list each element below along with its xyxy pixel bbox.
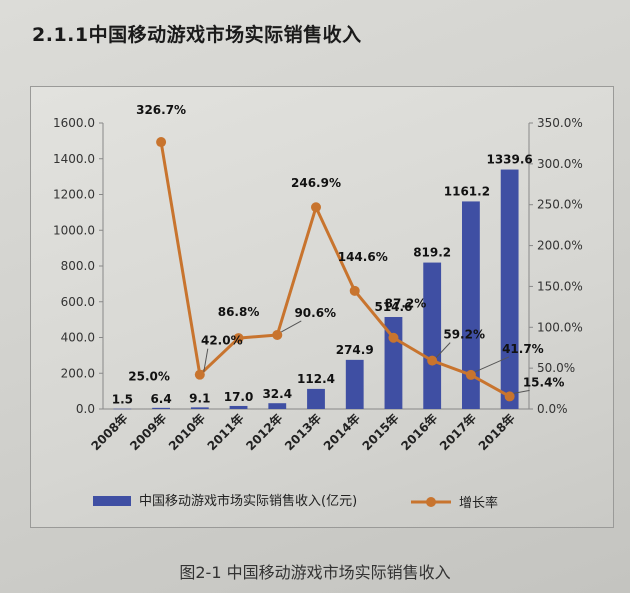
growth-rate-marker (388, 332, 399, 343)
bar-value-label: 112.4 (297, 372, 335, 386)
x-category-label: 2017年 (436, 411, 479, 454)
y-left-tick-label: 200.0 (61, 366, 95, 380)
y-left-tick-label: 600.0 (61, 295, 95, 309)
bar (229, 405, 248, 409)
x-category-label: 2014年 (320, 411, 363, 454)
bar-series (113, 169, 519, 410)
chart: 0.0 200.0 400.0 600.0 800.0 1000.0 1200.0 1400.… (53, 103, 583, 511)
bar (268, 403, 287, 409)
chart-frame: 0.0 200.0 400.0 600.0 800.0 1000.0 1200.0 1400.… (30, 86, 614, 528)
x-category-label: 2008年 (88, 411, 131, 454)
bar-value-label: 17.0 (224, 390, 254, 404)
leader-line (281, 320, 302, 333)
figure-caption: 图2-1 中国移动游戏市场实际销售收入 (179, 563, 451, 582)
growth-rate-marker (194, 369, 205, 380)
line-series (156, 137, 515, 402)
leader-line (513, 389, 530, 394)
bar (462, 201, 480, 409)
legend-bar-label: 中国移动游戏市场实际销售收入(亿元) (139, 493, 357, 509)
rate-value-label: 59.2% (443, 328, 485, 342)
y-right-tick-label: 50.0% (537, 361, 575, 375)
y-right-tick-label: 300.0% (537, 157, 583, 171)
growth-rate-line (159, 141, 511, 398)
growth-rate-marker (272, 329, 283, 340)
bar-value-label: 1161.2 (444, 184, 490, 198)
growth-rate-marker (465, 369, 476, 380)
leader-line (474, 356, 510, 373)
y-left-tick-label: 0.0 (76, 402, 95, 416)
x-category-label: 2011年 (204, 411, 247, 454)
rate-value-label: 25.0% (128, 370, 170, 384)
legend: 中国移动游戏市场实际销售收入(亿元) 增长率 (93, 493, 498, 511)
y-left-tick-label: 1600.0 (53, 116, 95, 130)
bar (423, 262, 442, 409)
bar (190, 407, 209, 409)
bar (152, 407, 170, 409)
growth-rate-marker (349, 285, 360, 296)
bar-value-label: 274.9 (336, 343, 374, 357)
y-left-tick-label: 400.0 (61, 331, 95, 345)
y-left-tick-label: 1000.0 (53, 223, 95, 237)
leader-line (203, 348, 209, 372)
y-right-tick-label: 250.0% (537, 198, 583, 212)
x-category-label: 2012年 (243, 411, 286, 454)
bar (307, 388, 325, 409)
growth-rate-marker (311, 202, 321, 213)
x-category-label: 2015年 (359, 411, 402, 454)
growth-rate-marker (427, 355, 438, 366)
y-right-tick-label: 100.0% (537, 320, 583, 334)
x-category-label: 2016年 (398, 411, 441, 454)
y-right-tick-label: 150.0% (537, 279, 583, 293)
rate-value-label: 41.7% (502, 342, 544, 356)
legend-line-marker (426, 497, 436, 507)
bar-value-label: 9.1 (189, 391, 210, 405)
rate-value-label: 246.9% (291, 176, 341, 190)
bar (113, 408, 132, 410)
rate-value-label: 144.6% (338, 250, 388, 264)
bar (345, 359, 364, 409)
y-right-tick-label: 0.0% (537, 402, 568, 416)
bar-value-label: 32.4 (262, 387, 292, 401)
bar-value-label: 819.2 (413, 246, 451, 260)
y-left-tick-label: 1200.0 (53, 188, 95, 202)
bar-value-label: 1339.6 (486, 153, 532, 167)
bar (500, 169, 519, 409)
rate-value-label: 42.0% (201, 334, 243, 348)
rate-value-label: 86.8% (218, 305, 260, 319)
x-category-label: 2013年 (281, 411, 324, 454)
rate-value-label: 15.4% (523, 375, 565, 389)
bar-value-label: 6.4 (150, 392, 171, 406)
x-category-label: 2010年 (165, 411, 208, 454)
y-left-tick-label: 1400.0 (53, 152, 95, 166)
y-left-tick-label: 800.0 (61, 259, 95, 273)
x-category-label: 2018年 (475, 411, 518, 454)
bar-value-label: 514.6 (374, 300, 412, 314)
growth-rate-marker (233, 333, 244, 344)
rate-value-label: 326.7% (136, 103, 186, 117)
bar-value-label: 1.5 (112, 393, 133, 407)
legend-bar-swatch (93, 496, 131, 506)
y-right-tick-label: 200.0% (537, 239, 583, 253)
leader-line (435, 342, 451, 358)
y-right-tick-label: 350.0% (537, 116, 583, 130)
rate-value-label: 90.6% (294, 306, 336, 320)
growth-rate-marker (504, 391, 515, 402)
x-category-label: 2009年 (126, 411, 169, 454)
legend-line-label: 增长率 (459, 495, 498, 511)
data-labels: 1.5 6.4 9.1 17.0 32.4 112.4 274.9 514.6 819.2 116… (112, 103, 565, 407)
growth-rate-marker (156, 137, 167, 148)
rate-value-label: 87.2% (385, 297, 427, 311)
section-title: 2.1.1中国移动游戏市场实际销售收入 (32, 24, 362, 46)
